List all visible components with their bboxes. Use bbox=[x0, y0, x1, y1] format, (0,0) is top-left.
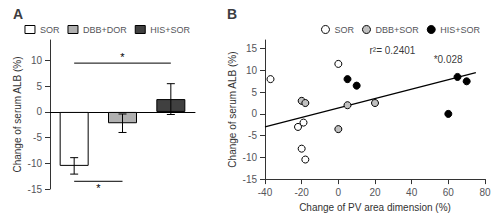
svg-text:-5: -5 bbox=[248, 130, 257, 141]
svg-text:*: * bbox=[96, 182, 101, 194]
svg-text:60: 60 bbox=[443, 187, 455, 198]
svg-text:0: 0 bbox=[336, 187, 342, 198]
svg-text:-15: -15 bbox=[243, 174, 258, 185]
svg-text:10: 10 bbox=[31, 55, 43, 66]
svg-text:5: 5 bbox=[36, 81, 42, 92]
svg-text:-20: -20 bbox=[294, 187, 309, 198]
svg-text:*0.028: *0.028 bbox=[434, 54, 463, 65]
svg-text:20: 20 bbox=[369, 187, 381, 198]
svg-text:40: 40 bbox=[406, 187, 418, 198]
svg-text:-15: -15 bbox=[28, 184, 43, 195]
svg-text:15: 15 bbox=[246, 43, 258, 54]
svg-text:0: 0 bbox=[36, 106, 42, 117]
svg-text:SOR: SOR bbox=[334, 25, 354, 35]
svg-text:r²= 0.2401: r²= 0.2401 bbox=[370, 45, 416, 56]
svg-text:-10: -10 bbox=[243, 152, 258, 163]
svg-text:-40: -40 bbox=[258, 187, 273, 198]
svg-text:SOR: SOR bbox=[40, 25, 60, 35]
svg-text:HIS+SOR: HIS+SOR bbox=[440, 25, 480, 35]
svg-text:-5: -5 bbox=[33, 132, 42, 143]
svg-text:*: * bbox=[120, 51, 125, 63]
svg-text:Change of serum ALB (%): Change of serum ALB (%) bbox=[12, 56, 23, 172]
svg-text:HIS+SOR: HIS+SOR bbox=[150, 25, 190, 35]
svg-text:Change of PV area dimension (%: Change of PV area dimension (%) bbox=[299, 202, 451, 213]
svg-text:5: 5 bbox=[251, 87, 257, 98]
svg-text:B: B bbox=[227, 6, 237, 22]
svg-text:A: A bbox=[13, 6, 23, 22]
svg-text:10: 10 bbox=[246, 65, 258, 76]
svg-text:DBB+DOR: DBB+DOR bbox=[83, 25, 127, 35]
svg-text:80: 80 bbox=[479, 187, 491, 198]
svg-text:-10: -10 bbox=[28, 158, 43, 169]
svg-text:Change of serum ALB (%): Change of serum ALB (%) bbox=[227, 51, 238, 167]
svg-text:DBB+SOR: DBB+SOR bbox=[375, 25, 419, 35]
svg-text:0: 0 bbox=[251, 108, 257, 119]
